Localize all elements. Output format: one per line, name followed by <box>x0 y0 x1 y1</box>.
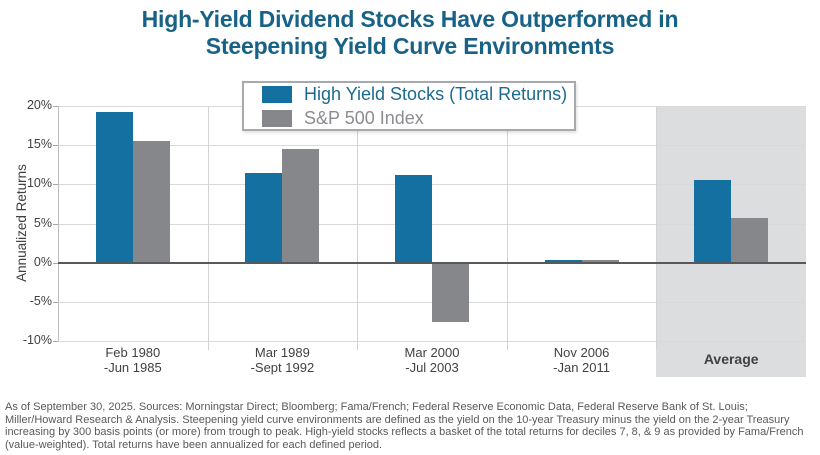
category-separator-1 <box>207 106 209 350</box>
x-label-3: Nov 2006 -Jan 2011 <box>507 345 657 375</box>
x-label-4: Average <box>656 352 806 367</box>
bar-high-yield-2 <box>395 174 432 263</box>
gridline--10% <box>58 341 806 342</box>
x-label-line: Nov 2006 <box>553 345 610 360</box>
x-label-line: Mar 1989 <box>254 345 310 360</box>
y-tick-label--5%: -5% <box>29 293 52 308</box>
x-label-line: -Jan 2011 <box>553 360 611 375</box>
x-label-line: -Sept 1992 <box>250 360 315 375</box>
y-tick-mark-0% <box>53 262 58 264</box>
x-label-line: Mar 2000 <box>404 345 460 360</box>
legend-label-sp500: S&P 500 Index <box>304 108 424 128</box>
chart-title-line-2: Steepening Yield Curve Environments <box>205 33 615 59</box>
chart-title: High-Yield Dividend Stocks Have Outperfo… <box>0 6 820 60</box>
x-label-line: Feb 1980 <box>105 345 161 360</box>
zero-line <box>58 261 806 264</box>
category-separator-4 <box>656 106 658 350</box>
legend-item-high-yield: High Yield Stocks (Total Returns) <box>262 83 574 105</box>
y-tick-label-15%: 15% <box>26 137 52 152</box>
footnote: As of September 30, 2025. Sources: Morni… <box>5 401 804 451</box>
bar-high-yield-0 <box>95 112 133 263</box>
y-tick-label-5%: 5% <box>33 215 52 230</box>
category-separator-3 <box>506 106 508 350</box>
legend-item-sp500: S&P 500 Index <box>262 107 574 129</box>
bar-sp500-4 <box>731 218 769 263</box>
x-label-1: Mar 1989 -Sept 1992 <box>208 345 358 375</box>
legend-swatch-sp500 <box>262 109 292 127</box>
x-label-0: Feb 1980 -Jun 1985 <box>58 345 208 375</box>
y-tick-label--10%: -10% <box>22 333 52 347</box>
bar-high-yield-1 <box>245 173 283 263</box>
y-tick-mark-20% <box>53 106 58 107</box>
bar-sp500-1 <box>282 149 320 263</box>
x-label-line: Average <box>703 351 759 367</box>
gridline-10% <box>58 184 806 186</box>
x-label-line: -Jul 2003 <box>405 360 459 375</box>
y-tick-mark--5% <box>53 301 58 303</box>
y-tick-label-10%: 10% <box>26 176 52 191</box>
legend-label-high-yield: High Yield Stocks (Total Returns) <box>304 84 568 104</box>
y-tick-mark--10% <box>53 341 58 342</box>
bar-high-yield-4 <box>694 180 732 263</box>
bar-high-yield-3 <box>544 260 582 263</box>
y-tick-mark-5% <box>53 223 58 225</box>
category-separator-2 <box>357 106 359 350</box>
chart-title-line-1: High-Yield Dividend Stocks Have Outperfo… <box>141 6 679 32</box>
legend: High Yield Stocks (Total Returns) S&P 50… <box>242 81 576 131</box>
bar-sp500-3 <box>581 259 619 263</box>
y-tick-label-0%: 0% <box>33 254 52 269</box>
gridline-5% <box>58 223 806 225</box>
bar-sp500-0 <box>132 141 170 263</box>
y-tick-mark-15% <box>53 145 58 147</box>
x-label-2: Mar 2000 -Jul 2003 <box>357 345 507 375</box>
x-label-line: -Jun 1985 <box>103 360 162 375</box>
y-axis-line <box>58 106 59 341</box>
y-tick-mark-10% <box>53 184 58 186</box>
bar-sp500-2 <box>432 262 469 323</box>
y-tick-label-20%: 20% <box>26 98 52 112</box>
gridline-15% <box>58 145 806 147</box>
legend-swatch-high-yield <box>262 85 292 103</box>
